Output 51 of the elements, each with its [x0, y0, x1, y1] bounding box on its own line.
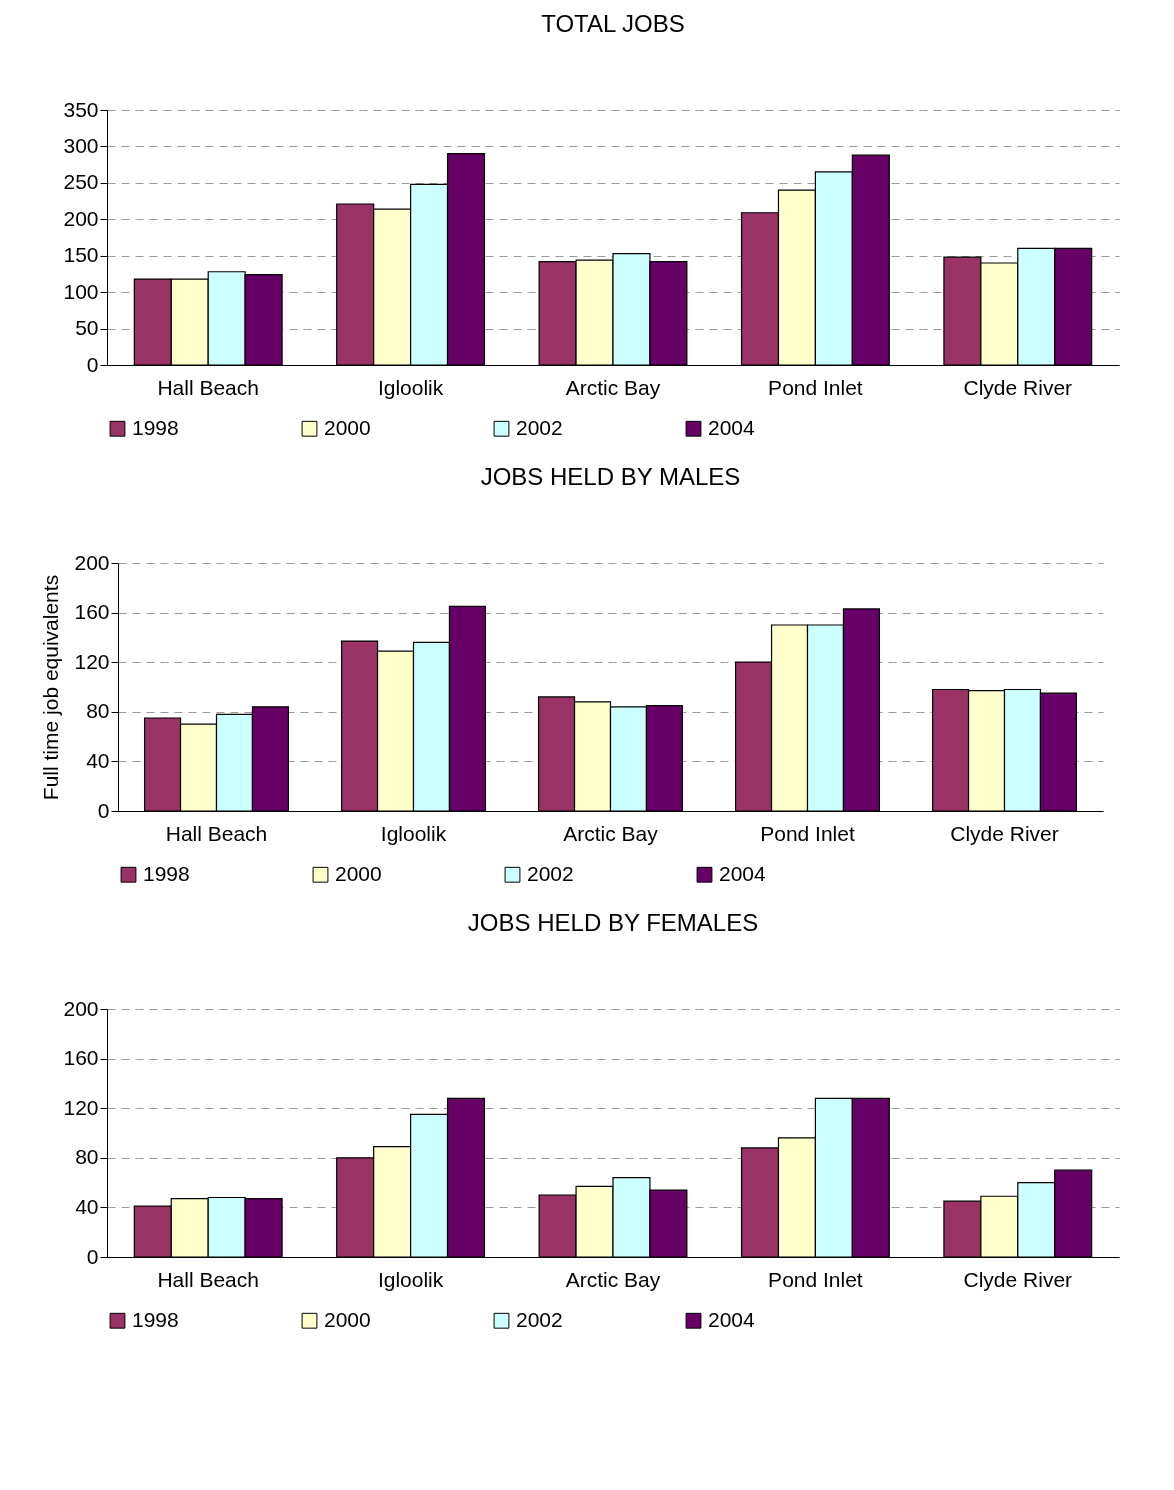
x-tick-label: Pond Inlet [760, 821, 855, 845]
y-tick-label: 0 [86, 352, 99, 376]
y-tick-label: 80 [75, 1145, 99, 1169]
x-tick-label: Igloolik [377, 375, 444, 399]
x-tick-label: Clyde River [963, 1267, 1073, 1291]
y-tick-label: 160 [74, 600, 110, 624]
y-tick-label: 300 [63, 133, 99, 157]
y-tick-label: 200 [63, 206, 99, 230]
y-tick-label: 0 [86, 1244, 99, 1268]
x-tick-label: Clyde River [963, 375, 1073, 399]
legend-label: 2004 [708, 415, 756, 439]
y-tick-label: 160 [63, 1046, 99, 1070]
y-tick-label: 120 [74, 649, 110, 673]
legend-label: 2004 [708, 1307, 756, 1331]
legend-label: 2002 [516, 1307, 563, 1331]
x-tick-label: Hall Beach [157, 375, 259, 399]
x-tick-label: Clyde River [950, 821, 1059, 845]
legend-label: 1998 [132, 415, 179, 439]
legend-label: 2002 [516, 415, 563, 439]
y-tick-label: 150 [63, 243, 99, 267]
x-tick-label: Hall Beach [165, 821, 268, 845]
y-tick-label: 40 [86, 748, 110, 772]
legend-label: 1998 [132, 1307, 179, 1331]
y-tick-label: 0 [97, 798, 110, 822]
y-tick-label: 120 [63, 1095, 99, 1119]
y-tick-label: 200 [74, 550, 110, 574]
y-tick-label: 200 [63, 996, 99, 1020]
x-tick-label: Pond Inlet [768, 1267, 863, 1291]
chart-title: TOTAL JOBS [541, 10, 685, 37]
x-tick-label: Arctic Bay [563, 821, 659, 845]
y-tick-label: 350 [63, 97, 99, 121]
legend-label: 2000 [324, 415, 371, 439]
y-tick-label: 100 [63, 279, 99, 303]
y-axis-title: Full time job equivalents [39, 574, 63, 801]
x-tick-label: Hall Beach [157, 1267, 259, 1291]
chart-title: JOBS HELD BY FEMALES [467, 909, 759, 936]
legend-label: 1998 [143, 861, 190, 885]
y-tick-label: 50 [75, 316, 99, 340]
legend-label: 2000 [324, 1307, 371, 1331]
x-tick-label: Pond Inlet [768, 375, 863, 399]
x-tick-label: Igloolik [380, 821, 447, 845]
x-tick-label: Arctic Bay [565, 375, 661, 399]
y-tick-label: 80 [86, 699, 110, 723]
chart-title: JOBS HELD BY MALES [480, 463, 741, 490]
legend-label: 2002 [527, 861, 574, 885]
y-tick-label: 40 [75, 1194, 99, 1218]
legend-label: 2000 [335, 861, 382, 885]
x-tick-label: Arctic Bay [565, 1267, 661, 1291]
legend-label: 2004 [719, 861, 767, 885]
x-tick-label: Igloolik [377, 1267, 444, 1291]
y-tick-label: 250 [63, 170, 99, 194]
